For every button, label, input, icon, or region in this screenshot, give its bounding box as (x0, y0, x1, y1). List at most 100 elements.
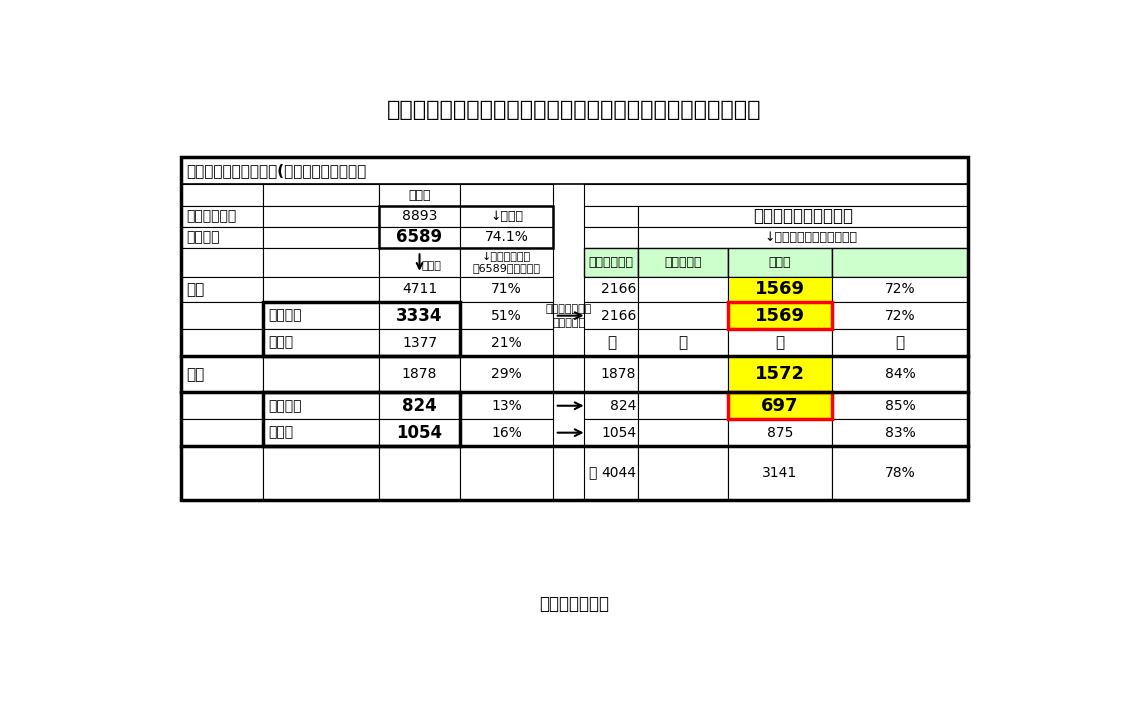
Bar (182, 184, 262, 206)
Bar (379, 206, 553, 248)
Bar (639, 446, 728, 500)
Text: サンプリング: サンプリング (589, 256, 633, 269)
Bar (461, 248, 553, 277)
Text: 2166: 2166 (601, 309, 636, 322)
Text: 29%: 29% (491, 368, 522, 381)
Bar (584, 248, 639, 277)
Bar (584, 419, 639, 446)
Bar (182, 419, 262, 446)
Bar (182, 248, 262, 277)
Text: 85%: 85% (884, 399, 916, 413)
Bar (584, 206, 639, 227)
Bar (728, 419, 832, 446)
Bar (379, 302, 461, 329)
Bar (639, 227, 967, 248)
Text: 完全家派: 完全家派 (268, 309, 302, 322)
Bar (379, 419, 461, 446)
Text: ↓出現ウェイト
（6589名の内訳）: ↓出現ウェイト （6589名の内訳） (473, 252, 540, 273)
Text: 1878: 1878 (401, 368, 437, 381)
Text: 外派: 外派 (186, 367, 205, 382)
Text: 78%: 78% (884, 466, 916, 480)
Text: 83%: 83% (884, 425, 916, 440)
Bar (461, 419, 553, 446)
Bar (262, 446, 379, 500)
Bar (262, 419, 379, 446)
Text: 1569: 1569 (754, 307, 805, 325)
Bar (728, 302, 832, 329)
Bar (639, 277, 728, 302)
Bar (182, 302, 262, 329)
Bar (584, 393, 639, 419)
Bar (584, 184, 967, 206)
Text: 計: 計 (589, 466, 596, 480)
Bar (182, 157, 967, 500)
Text: 1878: 1878 (601, 368, 636, 381)
Bar (832, 329, 967, 356)
Bar (379, 206, 461, 227)
Text: 84%: 84% (884, 368, 916, 381)
Bar (461, 227, 553, 248)
Text: －: － (606, 335, 615, 350)
Bar (461, 302, 553, 329)
Bar (832, 277, 967, 302)
Bar (584, 329, 639, 356)
Text: サンプリング: サンプリング (186, 209, 237, 223)
Bar (379, 393, 461, 419)
Bar (461, 446, 553, 500)
Bar (182, 277, 262, 302)
Text: 有効回答: 有効回答 (186, 230, 220, 245)
Bar (461, 184, 553, 206)
Text: 回収率: 回収率 (769, 256, 791, 269)
Bar (262, 227, 379, 248)
Bar (182, 446, 262, 500)
Text: 有効回答数: 有効回答数 (665, 256, 702, 269)
Bar (262, 356, 379, 393)
Text: 完全外派: 完全外派 (268, 399, 302, 413)
Text: －: － (678, 335, 687, 350)
Text: 4044: 4044 (601, 466, 636, 480)
Text: 72%: 72% (884, 282, 916, 297)
Bar (639, 302, 728, 329)
Bar (584, 356, 639, 393)
Bar (639, 419, 728, 446)
Text: 3141: 3141 (762, 466, 797, 480)
Bar (379, 227, 461, 248)
Bar (728, 277, 832, 302)
Bar (461, 393, 553, 419)
Bar (728, 356, 832, 393)
Bar (379, 277, 461, 302)
Bar (262, 302, 461, 356)
Bar (639, 393, 728, 419)
Text: （名）: （名） (408, 189, 430, 202)
Text: 16%: 16% (491, 425, 522, 440)
Text: （名）: （名） (421, 262, 441, 272)
Text: 準外派: 準外派 (268, 425, 293, 440)
Bar (728, 248, 832, 277)
Text: 家派: 家派 (186, 282, 205, 297)
Bar (379, 356, 461, 393)
Text: ↓最終の調査対象者（名）: ↓最終の調査対象者（名） (765, 231, 858, 244)
Bar (182, 157, 967, 500)
Text: 【２】　本調査の実施: 【２】 本調査の実施 (753, 207, 853, 225)
Bar (379, 446, 461, 500)
Text: 4711: 4711 (402, 282, 437, 297)
Text: ↓回収率: ↓回収率 (490, 209, 524, 223)
Bar (262, 302, 379, 329)
Bar (584, 277, 639, 302)
Bar (639, 206, 967, 227)
Bar (262, 184, 379, 206)
Bar (461, 277, 553, 302)
Bar (832, 419, 967, 446)
Text: 71%: 71% (491, 282, 522, 297)
Bar (182, 227, 262, 248)
Text: 74.1%: 74.1% (484, 230, 529, 245)
Bar (832, 393, 967, 419)
Bar (182, 329, 262, 356)
Text: －: － (896, 335, 905, 350)
Bar (639, 356, 728, 393)
Bar (379, 329, 461, 356)
Bar (461, 356, 553, 393)
Bar (379, 184, 461, 206)
Bar (262, 329, 379, 356)
Bar (182, 157, 967, 184)
